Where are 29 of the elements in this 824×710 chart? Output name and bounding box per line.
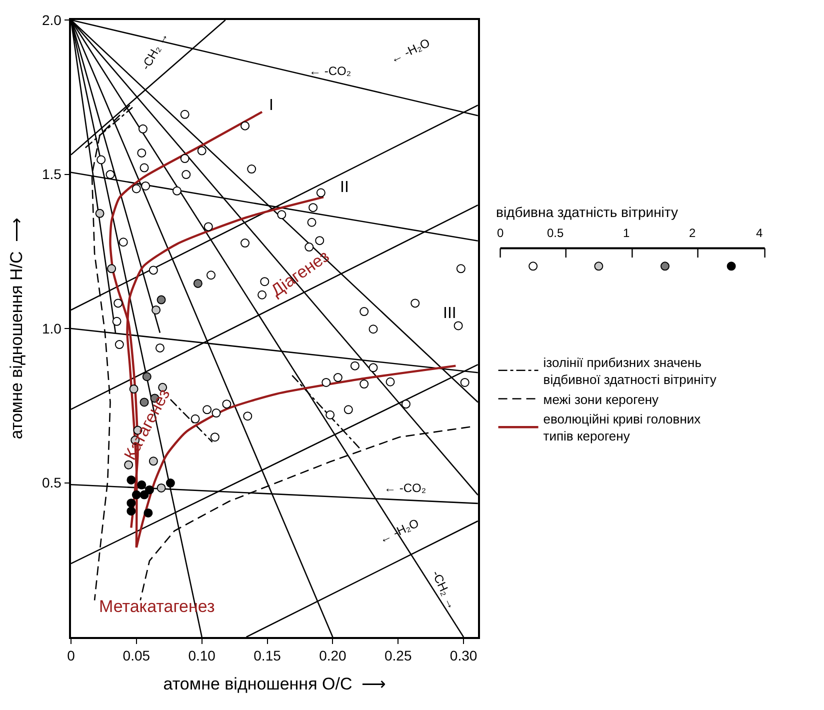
y-tick-label: 1.0 [42,320,62,336]
y-tick-label: 1.5 [42,166,62,182]
x-tick-label: 0.05 [122,648,150,664]
annotation: ← -H₂O [376,516,421,546]
text: 0.5 [547,226,564,240]
text: 4 [756,226,763,240]
y-tick-label: 2.0 [42,12,62,28]
y-tick-label: 0.5 [42,474,62,491]
annotation: III [443,305,456,322]
annotation: II [340,179,349,196]
text: 2 [689,226,696,240]
text: 1 [623,226,630,240]
text: 0 [497,226,504,240]
x-tick-label: 0.10 [188,648,216,664]
annotation: I [269,97,274,114]
text: відбивна здатність вітриніту [496,204,678,220]
x-tick-label: 0.30 [450,648,478,664]
x-tick-label: 0.25 [384,648,412,664]
x-tick-label: 0.15 [254,648,282,664]
x-tick-label: 0.20 [319,648,347,664]
legend-label: межі зони керогену [543,392,659,407]
annotation: ← -CO₂ [309,64,352,78]
annotation: -CH₂ → [429,568,460,612]
annotation: ← -CO₂ [384,481,426,495]
x-axis-title: атомне відношення O/C ⟶ [163,674,386,694]
x-tick-label: 0 [67,648,76,664]
legend-label: еволюційні криві головних типів керогену [543,412,702,444]
y-axis-title: атомне відношення H/C ⟶ [7,218,26,440]
annotation: ← -H₂O [388,36,432,66]
